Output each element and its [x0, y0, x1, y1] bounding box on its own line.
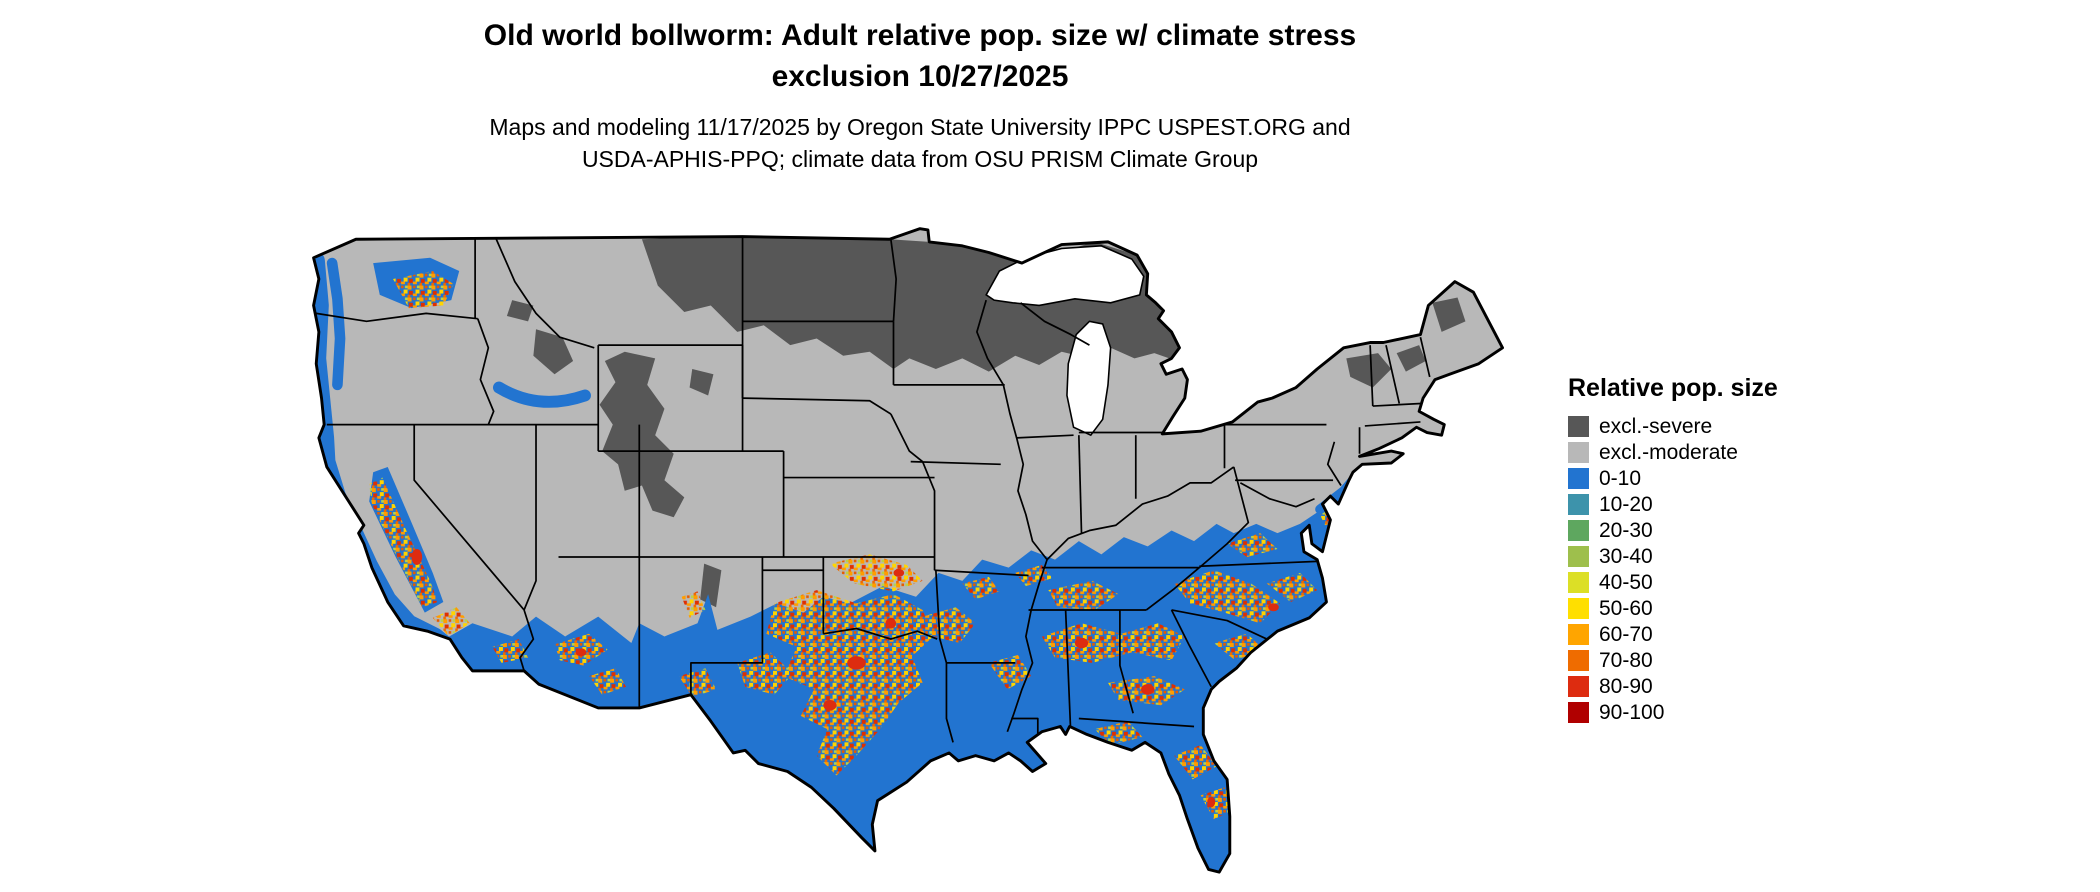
- legend-row: 70-80: [1568, 647, 1828, 673]
- us-map-svg: [312, 227, 1504, 874]
- figure-title-line2: exclusion 10/27/2025: [771, 59, 1069, 93]
- lake-michigan: [1066, 320, 1112, 437]
- legend-title: Relative pop. size: [1568, 374, 1778, 402]
- figure-title: Old world bollworm: Adult relative pop. …: [70, 16, 1770, 97]
- legend-row: 30-40: [1568, 543, 1828, 569]
- map-legend: Relative pop. size excl.-severe excl.-mo…: [1568, 374, 1828, 725]
- legend-label: excl.-moderate: [1599, 440, 1738, 464]
- legend-label: 30-40: [1599, 544, 1653, 568]
- legend-swatch: [1568, 623, 1589, 645]
- legend-row: 10-20: [1568, 491, 1828, 517]
- us-population-map: [300, 226, 1532, 888]
- legend-label: 0-10: [1599, 466, 1642, 490]
- legend-swatch: [1568, 519, 1589, 541]
- legend-row: 80-90: [1568, 673, 1828, 699]
- legend-label: 10-20: [1599, 492, 1653, 516]
- legend-swatch: [1568, 467, 1589, 489]
- legend-row: 20-30: [1568, 517, 1828, 543]
- figure-subtitle-line2: USDA-APHIS-PPQ; climate data from OSU PR…: [581, 146, 1259, 173]
- legend-row: 60-70: [1568, 621, 1828, 647]
- legend-label: 40-50: [1599, 570, 1653, 594]
- us-national-outline: [312, 227, 1504, 874]
- legend-label: 60-70: [1599, 622, 1653, 646]
- legend-label: excl.-severe: [1599, 414, 1713, 438]
- legend-swatch: [1568, 545, 1589, 567]
- excl-severe-regions: [506, 235, 1466, 608]
- legend-row: excl.-severe: [1568, 413, 1828, 439]
- legend-swatch: [1568, 597, 1589, 619]
- figure-subtitle: Maps and modeling 11/17/2025 by Oregon S…: [70, 111, 1770, 175]
- legend-swatch: [1568, 441, 1589, 463]
- legend-swatch: [1568, 675, 1589, 697]
- legend-label: 70-80: [1599, 648, 1653, 672]
- legend-row: 40-50: [1568, 569, 1828, 595]
- figure-title-line1: Old world bollworm: Adult relative pop. …: [483, 19, 1357, 52]
- legend-swatch: [1568, 571, 1589, 593]
- legend-row: 50-60: [1568, 595, 1828, 621]
- state-boundaries: [316, 236, 1431, 743]
- legend-label: 80-90: [1599, 674, 1653, 698]
- legend-row: excl.-moderate: [1568, 439, 1828, 465]
- legend-label: 20-30: [1599, 518, 1653, 542]
- hotspot-cores: [411, 549, 1279, 808]
- legend-row: 90-100: [1568, 699, 1828, 725]
- legend-label: 50-60: [1599, 596, 1653, 620]
- figure-header: Old world bollworm: Adult relative pop. …: [70, 16, 1770, 175]
- legend-label: 90-100: [1599, 700, 1665, 724]
- legend-row: 0-10: [1568, 465, 1828, 491]
- legend-swatch: [1568, 493, 1589, 515]
- legend-swatch: [1568, 649, 1589, 671]
- legend-swatch: [1568, 415, 1589, 437]
- lake-superior: [985, 245, 1145, 307]
- legend-swatch: [1568, 701, 1589, 723]
- figure-subtitle-line1: Maps and modeling 11/17/2025 by Oregon S…: [489, 114, 1351, 140]
